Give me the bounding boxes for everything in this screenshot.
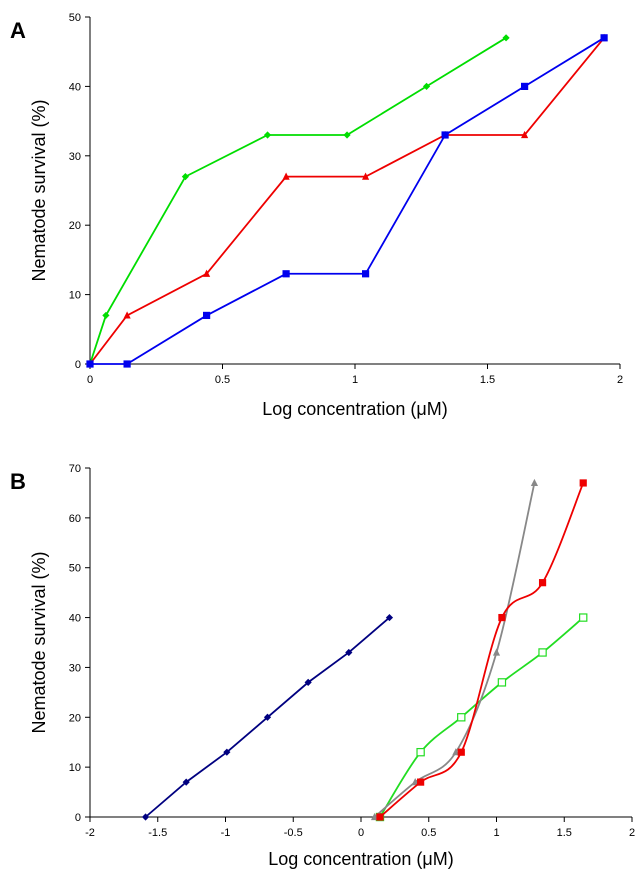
x-tick-label: -1.5	[148, 827, 167, 839]
x-tick-label: -0.5	[284, 827, 303, 839]
series-2-point	[370, 812, 379, 821]
series-0-point	[181, 173, 189, 181]
x-tick-label: 0.5	[421, 827, 436, 839]
series-3-point	[538, 579, 547, 587]
x-axis-title: Log concentration (μM)	[268, 849, 453, 869]
series-1-point	[362, 172, 370, 180]
series-1-point	[123, 311, 131, 319]
series-0-point	[345, 648, 353, 657]
y-axis-title: Nematode survival (%)	[29, 99, 49, 281]
series-3-point	[579, 479, 587, 487]
series-0-line	[89, 37, 507, 365]
series-0-point	[141, 813, 150, 821]
series-3-point	[376, 813, 384, 821]
y-tick-label: 10	[69, 290, 81, 302]
series-0-point	[502, 34, 510, 42]
series-3-point	[417, 778, 425, 786]
y-tick-label: 70	[69, 463, 81, 475]
series-2-point	[452, 748, 460, 756]
y-tick-label: 20	[69, 712, 81, 724]
y-axis-title: Nematode survival (%)	[29, 551, 49, 733]
series-1-point	[416, 747, 425, 757]
y-tick-label: 30	[69, 151, 81, 163]
y-tick-label: 40	[69, 81, 81, 93]
panel-a-chart: A 0 10 20 30 40 50 0 0.5 1 1.5 2 Log concentration (…	[10, 12, 623, 419]
series-2-point	[521, 82, 529, 90]
series-1-point	[521, 130, 529, 139]
series-1-point	[579, 613, 588, 622]
x-tick-label: 1.5	[480, 374, 495, 386]
series-2-line	[373, 482, 536, 818]
series-2-point	[441, 131, 449, 139]
x-tick-label: 1	[352, 374, 358, 386]
series-2-point	[530, 478, 539, 487]
series-2-point	[123, 360, 131, 368]
y-tick-label: 10	[69, 762, 81, 774]
series-3-point	[498, 613, 506, 622]
series-0-point	[182, 778, 190, 786]
x-tick-label: 2	[629, 827, 635, 839]
series-0-point	[263, 713, 272, 721]
series-2-point	[86, 360, 94, 368]
series-3-point	[457, 748, 465, 756]
series-2-point	[362, 270, 370, 278]
series-2	[86, 34, 608, 368]
series-1-point	[538, 648, 547, 657]
series-3	[376, 479, 587, 821]
series-2-point	[600, 34, 608, 42]
x-tick-label: -1	[221, 827, 231, 839]
x-axis-title: Log concentration (μM)	[262, 399, 447, 419]
series-0-point	[223, 748, 231, 756]
series-0-point	[102, 311, 110, 320]
panel-label: A	[10, 18, 26, 43]
x-tick-label: 1.5	[557, 827, 572, 839]
y-tick-label: 0	[75, 812, 81, 824]
series-1-point	[282, 172, 290, 180]
series-0-point	[343, 131, 351, 139]
y-tick-label: 20	[69, 220, 81, 232]
series-1	[375, 613, 588, 822]
series-1-point	[457, 713, 466, 722]
series-2-point	[492, 648, 501, 656]
series-2-point	[411, 778, 419, 786]
y-tick-label: 50	[69, 563, 81, 575]
panel-label: B	[10, 469, 26, 494]
panel-b-chart: B 0 10 20 30 40 50 60 70 -2 -1.5 -1 -0.5 0 0.5 1 1.5 2 Log…	[10, 463, 635, 869]
y-tick-label: 60	[69, 513, 81, 525]
series-1-point	[203, 269, 211, 277]
x-tick-label: 2	[617, 374, 623, 386]
x-tick-label: 0	[358, 827, 364, 839]
x-tick-label: 0	[87, 374, 93, 386]
y-tick-label: 40	[69, 613, 81, 625]
series-0-point	[385, 613, 394, 622]
series-0-point	[422, 82, 431, 90]
x-tick-label: 1	[493, 827, 499, 839]
series-0-point	[304, 678, 312, 686]
series-2-point	[203, 311, 211, 320]
y-tick-label: 50	[69, 12, 81, 24]
series-1-point	[497, 678, 507, 687]
series-0	[86, 34, 510, 368]
series-2-point	[282, 270, 290, 278]
series-1-line	[89, 37, 605, 365]
y-tick-label: 0	[75, 359, 81, 371]
x-tick-label: -2	[85, 827, 95, 839]
y-tick-label: 30	[69, 662, 81, 674]
series-2	[370, 478, 539, 821]
x-tick-label: 0.5	[215, 374, 230, 386]
series-2-line	[90, 37, 605, 365]
series-0	[141, 613, 394, 821]
series-0-point	[263, 131, 272, 139]
